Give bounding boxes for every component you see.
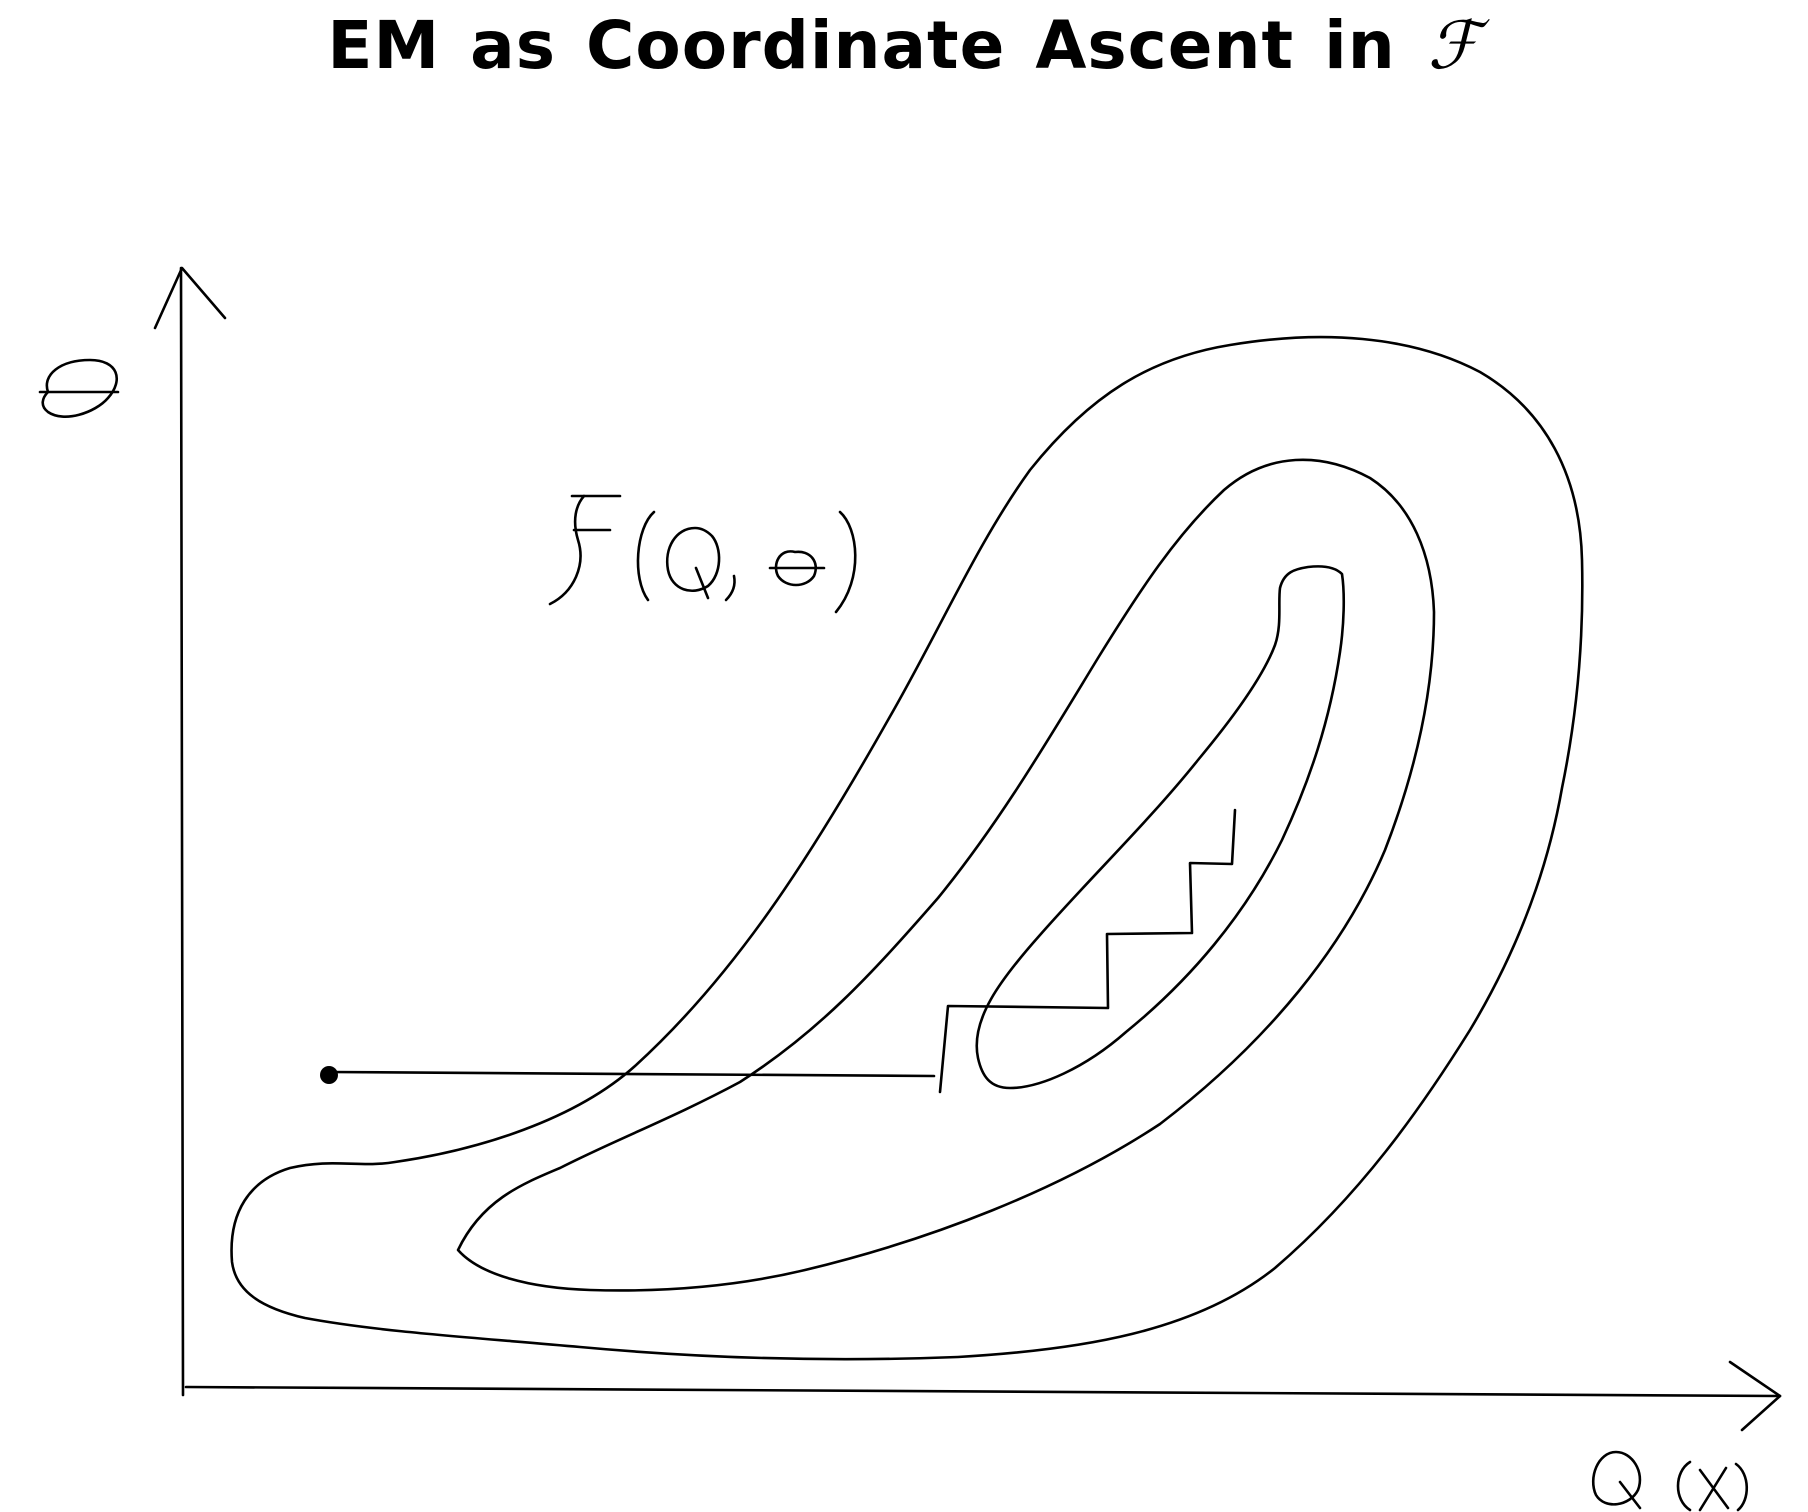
y-axis	[153, 266, 227, 1397]
x-axis	[184, 1360, 1782, 1432]
title-text: EM as Coordinate Ascent in	[327, 7, 1396, 84]
surface-label	[548, 494, 857, 614]
contour-inner	[975, 565, 1346, 1090]
y-axis-label	[38, 358, 120, 418]
slide-title: EM as Coordinate Ascent in ℱ	[0, 6, 1808, 86]
x-axis-label	[1591, 1450, 1749, 1512]
title-symbol: ℱ	[1427, 7, 1481, 84]
contour-outer	[230, 335, 1584, 1361]
start-point	[320, 1066, 338, 1084]
ascent-path	[328, 808, 1237, 1094]
contour-middle	[456, 458, 1436, 1292]
